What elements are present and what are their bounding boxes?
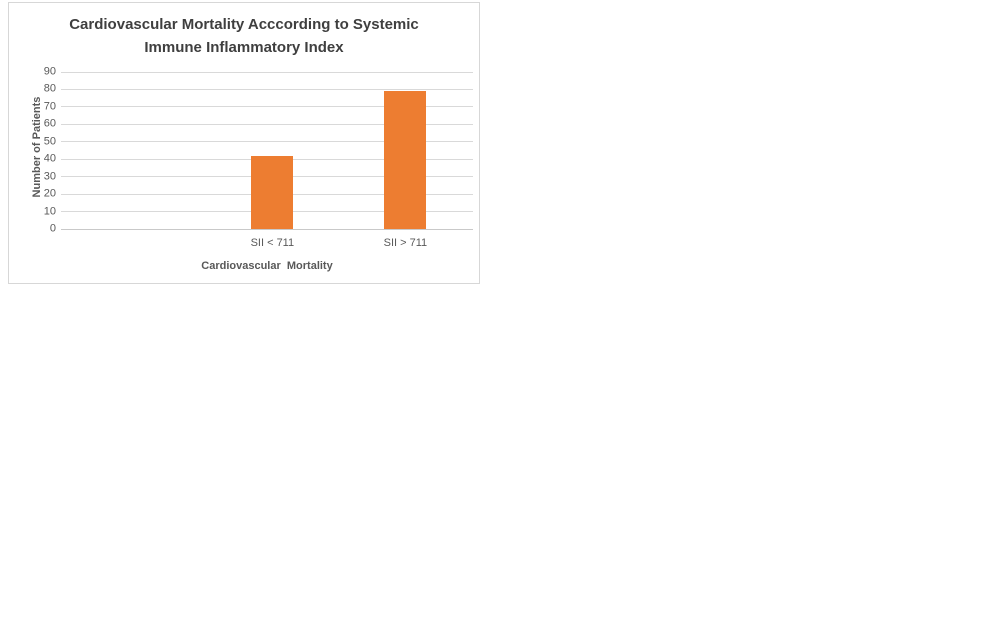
y-tick-label: 10 — [43, 205, 56, 218]
bar-1[interactable] — [251, 155, 294, 229]
y-tick-label: 40 — [43, 152, 56, 165]
plot-area: 0 10 20 30 40 50 60 70 80 90 SII < 711 SII > 711 — [44, 66, 473, 249]
y-tick-label: 20 — [43, 187, 56, 200]
bar-chart-panel: Cardiovascular Mortality Acccording to S… — [8, 2, 480, 284]
bar-2[interactable] — [384, 91, 427, 229]
y-tick-label: 30 — [43, 170, 56, 183]
x-tick-label: SII < 711 — [250, 237, 295, 249]
gridline — [61, 228, 473, 230]
y-tick-label: 50 — [43, 135, 56, 148]
y-axis-title: Number of Patients — [31, 96, 43, 198]
y-tick-label: 80 — [43, 82, 56, 95]
chart-title: Cardiovascular Mortality Acccording to S… — [69, 16, 419, 56]
x-axis-title: Cardiovascular Mortality — [201, 260, 333, 272]
y-tick-label: 0 — [49, 222, 56, 235]
gridline — [61, 71, 473, 73]
gridline — [61, 123, 473, 125]
gridline — [61, 106, 473, 108]
y-tick-label: 60 — [43, 117, 56, 130]
gridline — [61, 88, 473, 90]
gridline — [61, 141, 473, 143]
y-tick-label: 70 — [43, 100, 56, 113]
y-tick-label: 90 — [43, 65, 56, 78]
x-tick-label: SII > 711 — [383, 237, 428, 249]
